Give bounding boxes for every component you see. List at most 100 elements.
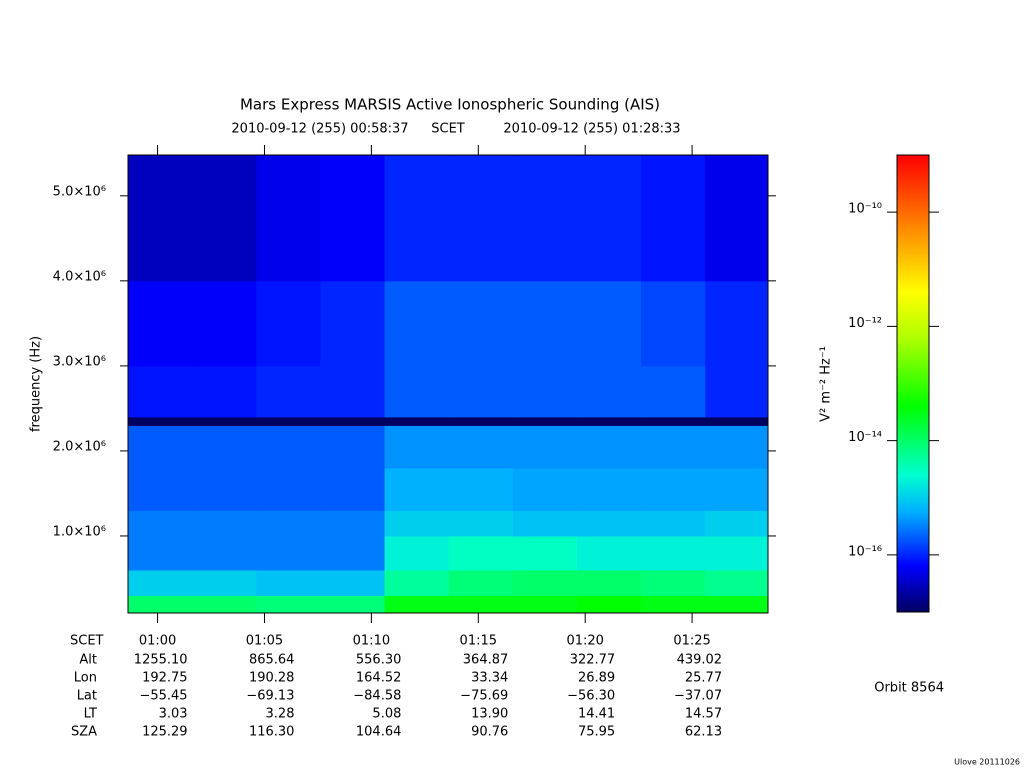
spectrogram-cell bbox=[448, 595, 514, 614]
ephemeris-value: 90.76 bbox=[471, 725, 508, 740]
plot-frame bbox=[127, 154, 769, 614]
spectrogram-cell bbox=[128, 467, 193, 511]
spectrogram-cell bbox=[512, 365, 578, 418]
spectrogram-cell bbox=[512, 595, 578, 614]
spectrogram-cell bbox=[128, 535, 193, 571]
spectrogram-cell bbox=[320, 569, 386, 596]
spectrogram-cell bbox=[384, 280, 450, 367]
spectrogram-cell bbox=[448, 510, 514, 537]
spectrogram-cell bbox=[641, 365, 706, 418]
ephemeris-label: Lon bbox=[74, 671, 97, 686]
spectrogram-cell bbox=[192, 416, 257, 426]
spectrogram-cell bbox=[512, 535, 578, 571]
spectrogram-cell bbox=[448, 416, 514, 426]
spectrogram-cell bbox=[192, 155, 257, 282]
chart-title: Mars Express MARSIS Active Ionospheric S… bbox=[240, 96, 660, 114]
spectrogram-cell bbox=[641, 569, 706, 596]
spectrogram-cell bbox=[256, 535, 321, 571]
x-tick-label: 01:25 bbox=[673, 634, 710, 649]
ephemeris-label: Lat bbox=[77, 689, 97, 704]
ephemeris-label: Alt bbox=[79, 653, 97, 668]
spectrogram-cell bbox=[256, 155, 321, 282]
spectrogram-cell bbox=[192, 425, 257, 469]
spectrogram-cell bbox=[256, 365, 321, 418]
ephemeris-value: 364.87 bbox=[463, 653, 509, 668]
spectrogram-cell bbox=[705, 425, 769, 469]
scet-label: SCET bbox=[70, 634, 104, 649]
ephemeris-value: 439.02 bbox=[677, 653, 723, 668]
spectrogram-cell bbox=[320, 416, 386, 426]
footer: Ulove 20111026 bbox=[954, 758, 1020, 767]
spectrogram-cell bbox=[512, 280, 578, 367]
colorbar-title: V² m⁻² Hz⁻¹ bbox=[819, 346, 834, 422]
spectrogram-cell bbox=[705, 365, 769, 418]
spectrogram-cell bbox=[320, 280, 386, 367]
spectrogram-cell bbox=[448, 425, 514, 469]
spectrogram-cell bbox=[128, 280, 193, 367]
ephemeris-value: −75.69 bbox=[460, 689, 508, 704]
spectrogram-cell bbox=[576, 467, 642, 511]
spectrogram-cell bbox=[641, 467, 706, 511]
spectrogram-cell bbox=[128, 425, 193, 469]
ephemeris-value: −84.58 bbox=[353, 689, 401, 704]
ephemeris-value: 164.52 bbox=[356, 671, 402, 686]
spectrogram-cell bbox=[384, 467, 450, 511]
spectrogram-cell bbox=[384, 365, 450, 418]
x-tick-label: 01:15 bbox=[460, 634, 497, 649]
spectrogram-cell bbox=[320, 425, 386, 469]
spectrogram-cell bbox=[641, 535, 706, 571]
spectrogram-cell bbox=[256, 416, 321, 426]
spectrogram-cell bbox=[256, 510, 321, 537]
ephemeris-value: 1255.10 bbox=[134, 653, 188, 668]
spectrogram-cell bbox=[512, 569, 578, 596]
spectrogram-cell bbox=[448, 155, 514, 282]
spectrogram-cell bbox=[641, 280, 706, 367]
spectrogram-cell bbox=[320, 155, 386, 282]
spectrogram-cell bbox=[448, 535, 514, 571]
orbit: Orbit 8564 bbox=[874, 681, 944, 696]
spectrogram-cell bbox=[641, 595, 706, 614]
y-axis-title: frequency (Hz) bbox=[29, 336, 44, 432]
ephemeris-value: 13.90 bbox=[471, 707, 508, 722]
ephemeris-value: 5.08 bbox=[372, 707, 401, 722]
spectrogram-cell bbox=[512, 416, 578, 426]
ephemeris-value: 116.30 bbox=[249, 725, 295, 740]
y-tick-label: 3.0×10⁶ bbox=[53, 354, 106, 369]
spectrogram-cell bbox=[384, 416, 450, 426]
colorbar-tick-label: 10⁻¹⁴ bbox=[848, 430, 882, 445]
spectrogram-cell bbox=[705, 416, 769, 426]
ephemeris-value: −37.07 bbox=[674, 689, 722, 704]
ephemeris-value: −69.13 bbox=[246, 689, 294, 704]
colorbar-tick-label: 10⁻¹² bbox=[848, 316, 882, 331]
spectrogram-cell bbox=[320, 535, 386, 571]
spectrogram-cell bbox=[128, 365, 193, 418]
spectrogram-cell bbox=[384, 595, 450, 614]
y-tick-label: 4.0×10⁶ bbox=[53, 269, 106, 284]
spectrogram-cell bbox=[320, 467, 386, 511]
spectrogram-cell bbox=[512, 467, 578, 511]
spectrogram-cell bbox=[192, 595, 257, 614]
spectrogram-cell bbox=[641, 416, 706, 426]
y-tick-label: 1.0×10⁶ bbox=[53, 524, 106, 539]
spectrogram-cell bbox=[256, 569, 321, 596]
spectrogram-cell bbox=[192, 510, 257, 537]
ephemeris-value: 865.64 bbox=[249, 653, 295, 668]
spectrogram-cell bbox=[256, 467, 321, 511]
ephemeris-value: 26.89 bbox=[578, 671, 615, 686]
ephemeris-value: −56.30 bbox=[567, 689, 615, 704]
spectrogram-cell bbox=[384, 155, 450, 282]
ephemeris-value: 75.95 bbox=[578, 725, 615, 740]
spectrogram-cell bbox=[192, 280, 257, 367]
spectrogram-cell bbox=[384, 510, 450, 537]
spectrogram-cell bbox=[705, 467, 769, 511]
spectrogram-cell bbox=[384, 425, 450, 469]
x-tick-label: 01:00 bbox=[139, 634, 176, 649]
spectrogram-cell bbox=[705, 535, 769, 571]
ephemeris-value: 104.64 bbox=[356, 725, 402, 740]
spectrogram-cell bbox=[576, 569, 642, 596]
spectrogram-cell bbox=[448, 569, 514, 596]
spectrogram-cell bbox=[192, 467, 257, 511]
ephemeris-label: SZA bbox=[71, 725, 97, 740]
spectrogram-cell bbox=[384, 569, 450, 596]
spectrogram-cell bbox=[384, 535, 450, 571]
